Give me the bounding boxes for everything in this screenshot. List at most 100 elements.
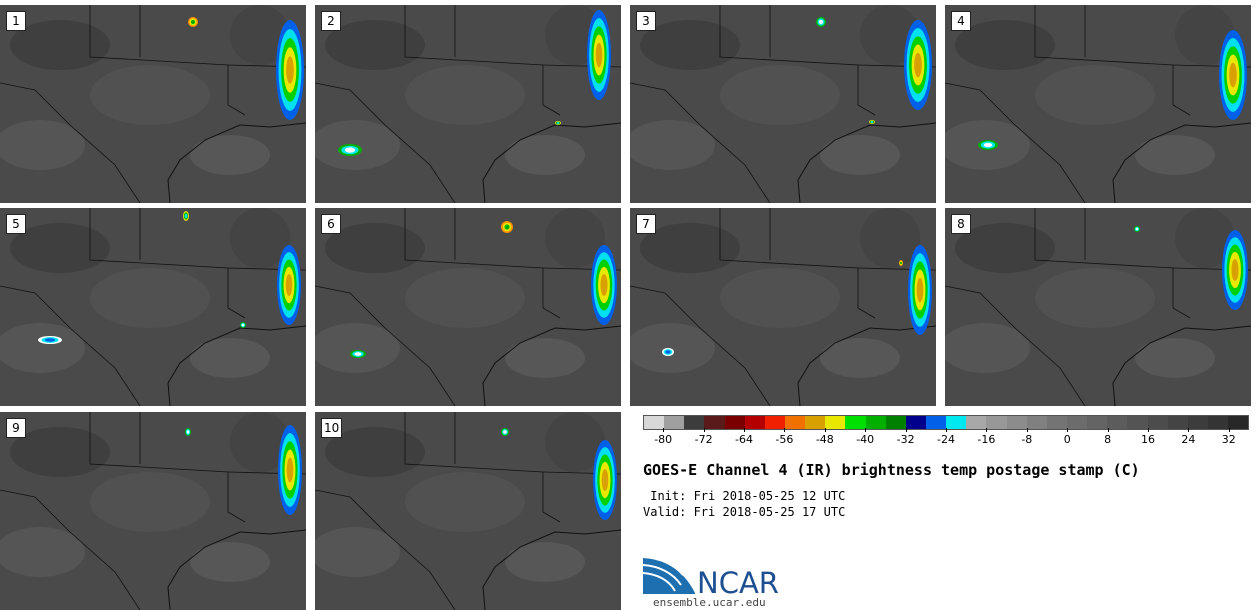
colorbar-swatch (764, 416, 785, 429)
colorbar-tick-mark (1228, 428, 1230, 432)
colorbar-tick-mark (865, 428, 867, 432)
colorbar-swatch (704, 416, 725, 429)
cloud-feature (285, 274, 293, 296)
colorbar-tick-mark (905, 428, 907, 432)
panel-number-label: 3 (636, 11, 656, 31)
colorbar-tick-mark (1188, 428, 1190, 432)
colorbar-swatch (1006, 416, 1027, 429)
colorbar-swatch (805, 416, 826, 429)
colorbar-tick-label: -64 (735, 433, 753, 446)
postage-stamp-panel: 8 (945, 208, 1251, 406)
colorbar-tick-label: 32 (1221, 433, 1236, 446)
colorbar-swatch (644, 416, 665, 429)
postage-stamp-panel: 2 (315, 5, 621, 203)
colorbar-tick-label: -16 (977, 433, 996, 446)
colorbar-swatch (684, 416, 705, 429)
cloud-feature (354, 352, 362, 356)
cloud-feature (286, 457, 294, 483)
cloud-feature (665, 350, 671, 354)
logo-text: NCAR (697, 566, 779, 600)
colorbar-tick-label: 16 (1141, 433, 1155, 446)
colorbar-swatch (905, 416, 926, 429)
colorbar-tick-label: -56 (775, 433, 794, 446)
panel-number-label: 2 (321, 11, 341, 31)
panel-number-label: 7 (636, 214, 656, 234)
panel-number-label: 8 (951, 214, 971, 234)
cloud-feature (186, 430, 190, 434)
panel-number-label: 1 (6, 11, 26, 31)
cloud-feature (241, 323, 245, 327)
satellite-ir-map (315, 5, 621, 203)
colorbar-swatch (1207, 416, 1229, 429)
colorbar-swatch (966, 416, 987, 429)
satellite-ir-map (315, 208, 621, 406)
figure-title: GOES-E Channel 4 (IR) brightness temp po… (643, 461, 1140, 479)
satellite-ir-map (0, 412, 306, 610)
colorbar-tick-mark (784, 428, 786, 432)
cloud-feature (190, 19, 196, 25)
satellite-ir-map (0, 5, 306, 203)
colorbar-tick-mark (703, 428, 705, 432)
colorbar-tick-label: 24 (1181, 433, 1196, 446)
panel-number-label: 5 (6, 214, 26, 234)
website-url: ensemble.ucar.edu (653, 596, 766, 609)
cloud-feature (601, 469, 609, 491)
cloud-feature (556, 122, 560, 124)
colorbar-tick-mark (663, 428, 665, 432)
colorbar-swatch (1066, 416, 1088, 429)
satellite-ir-map (0, 208, 306, 406)
cloud-feature (44, 338, 56, 342)
colorbar-swatch (925, 416, 947, 429)
colorbar-swatch (1087, 416, 1108, 429)
postage-stamp-panel: 1 (0, 5, 306, 203)
colorbar-swatch (1167, 416, 1188, 429)
colorbar-tick-mark (946, 428, 947, 432)
cloud-feature (914, 52, 922, 78)
colorbar-swatch (885, 416, 906, 429)
colorbar-swatch (845, 416, 866, 429)
cloud-feature (600, 274, 608, 296)
colorbar-swatch (664, 416, 685, 429)
cloud-feature (595, 42, 603, 68)
postage-stamp-panel: 10 (315, 412, 621, 610)
cloud-feature (1135, 227, 1139, 231)
cloud-feature (983, 142, 993, 148)
cloud-feature (818, 19, 824, 25)
colorbar-tick-mark (744, 428, 745, 432)
colorbar-swatch (1107, 416, 1128, 429)
satellite-ir-map (945, 5, 1251, 203)
colorbar-swatch (1228, 416, 1249, 429)
colorbar-swatch (744, 416, 765, 429)
cloud-feature (503, 430, 507, 434)
panel-number-label: 10 (321, 418, 343, 438)
colorbar-tick-labels: -80 -72 -64 -56 -48 -40 -32 -24 -16 -8 0 8 16 24 32 (643, 433, 1249, 449)
cloud-feature (1231, 259, 1239, 281)
colorbar-tick-label: -8 (1021, 433, 1033, 446)
colorbar-swatch (1127, 416, 1148, 429)
cloud-feature (504, 224, 510, 230)
postage-stamp-panel: 7 (630, 208, 936, 406)
colorbar-swatch (724, 416, 745, 429)
satellite-ir-map (945, 208, 1251, 406)
valid-time: Valid: Fri 2018-05-25 17 UTC (643, 505, 846, 519)
cloud-feature (1229, 62, 1237, 88)
panel-number-label: 9 (6, 418, 26, 438)
colorbar-tick-mark (1067, 428, 1069, 432)
colorbar-swatch (1187, 416, 1208, 429)
postage-stamp-panel: 4 (945, 5, 1251, 203)
panel-number-label: 6 (321, 214, 341, 234)
cloud-feature (286, 56, 294, 84)
satellite-ir-map (630, 5, 936, 203)
postage-stamp-panel: 9 (0, 412, 306, 610)
colorbar-tick-label: -48 (815, 433, 834, 446)
colorbar-swatch (865, 416, 886, 429)
postage-stamp-panel: 3 (630, 5, 936, 203)
colorbar-tick-label: -80 (654, 433, 673, 446)
colorbar-swatch (986, 416, 1007, 429)
init-time: Init: Fri 2018-05-25 12 UTC (643, 489, 846, 503)
colorbar-tick-mark (1026, 428, 1028, 432)
cloud-feature (900, 261, 902, 265)
colorbar-tick-mark (1148, 428, 1149, 432)
cloud-feature (870, 121, 874, 123)
ncar-logo-icon (643, 556, 695, 594)
